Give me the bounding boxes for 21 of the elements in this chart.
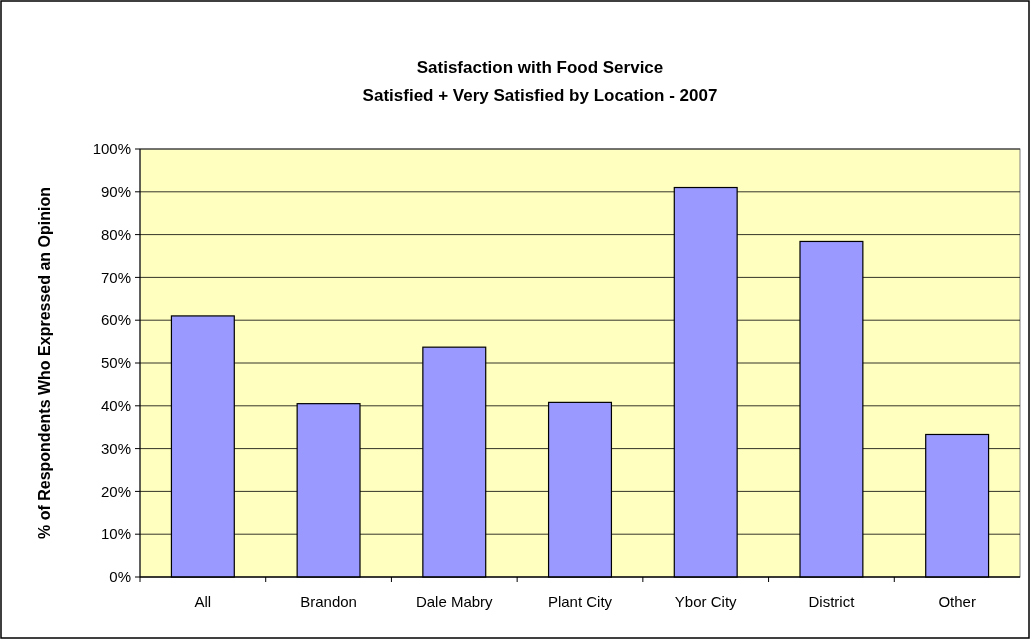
y-tick-label: 90% [100,183,131,201]
y-tick-label: 100% [92,140,131,158]
y-tick-label: 10% [100,525,131,543]
x-tick-label: Dale Mabry [415,593,494,610]
y-tick-label: 20% [100,482,131,500]
chart-title: Satisfaction with Food Service [416,58,664,77]
x-tick-label: Brandon [300,593,357,610]
y-axis-title: % of Respondents Who Expressed an Opinion [36,186,53,540]
x-tick-label: Other [938,593,976,610]
y-tick-label: 60% [100,311,131,329]
x-tick-label: Ybor City [674,593,738,610]
chart-subtitle: Satisfied + Very Satisfied by Location - 2007 [362,86,718,105]
x-tick-label: All [194,593,212,610]
x-tick-label: Plant City [547,593,613,610]
x-tick-label: District [808,593,856,610]
y-tick-label: 50% [100,354,131,372]
y-tick-label: 70% [100,268,131,286]
y-tick-label: 0% [109,568,131,586]
y-tick-label: 80% [100,225,131,243]
y-tick-label: 30% [100,439,131,457]
y-tick-label: 40% [100,397,131,415]
